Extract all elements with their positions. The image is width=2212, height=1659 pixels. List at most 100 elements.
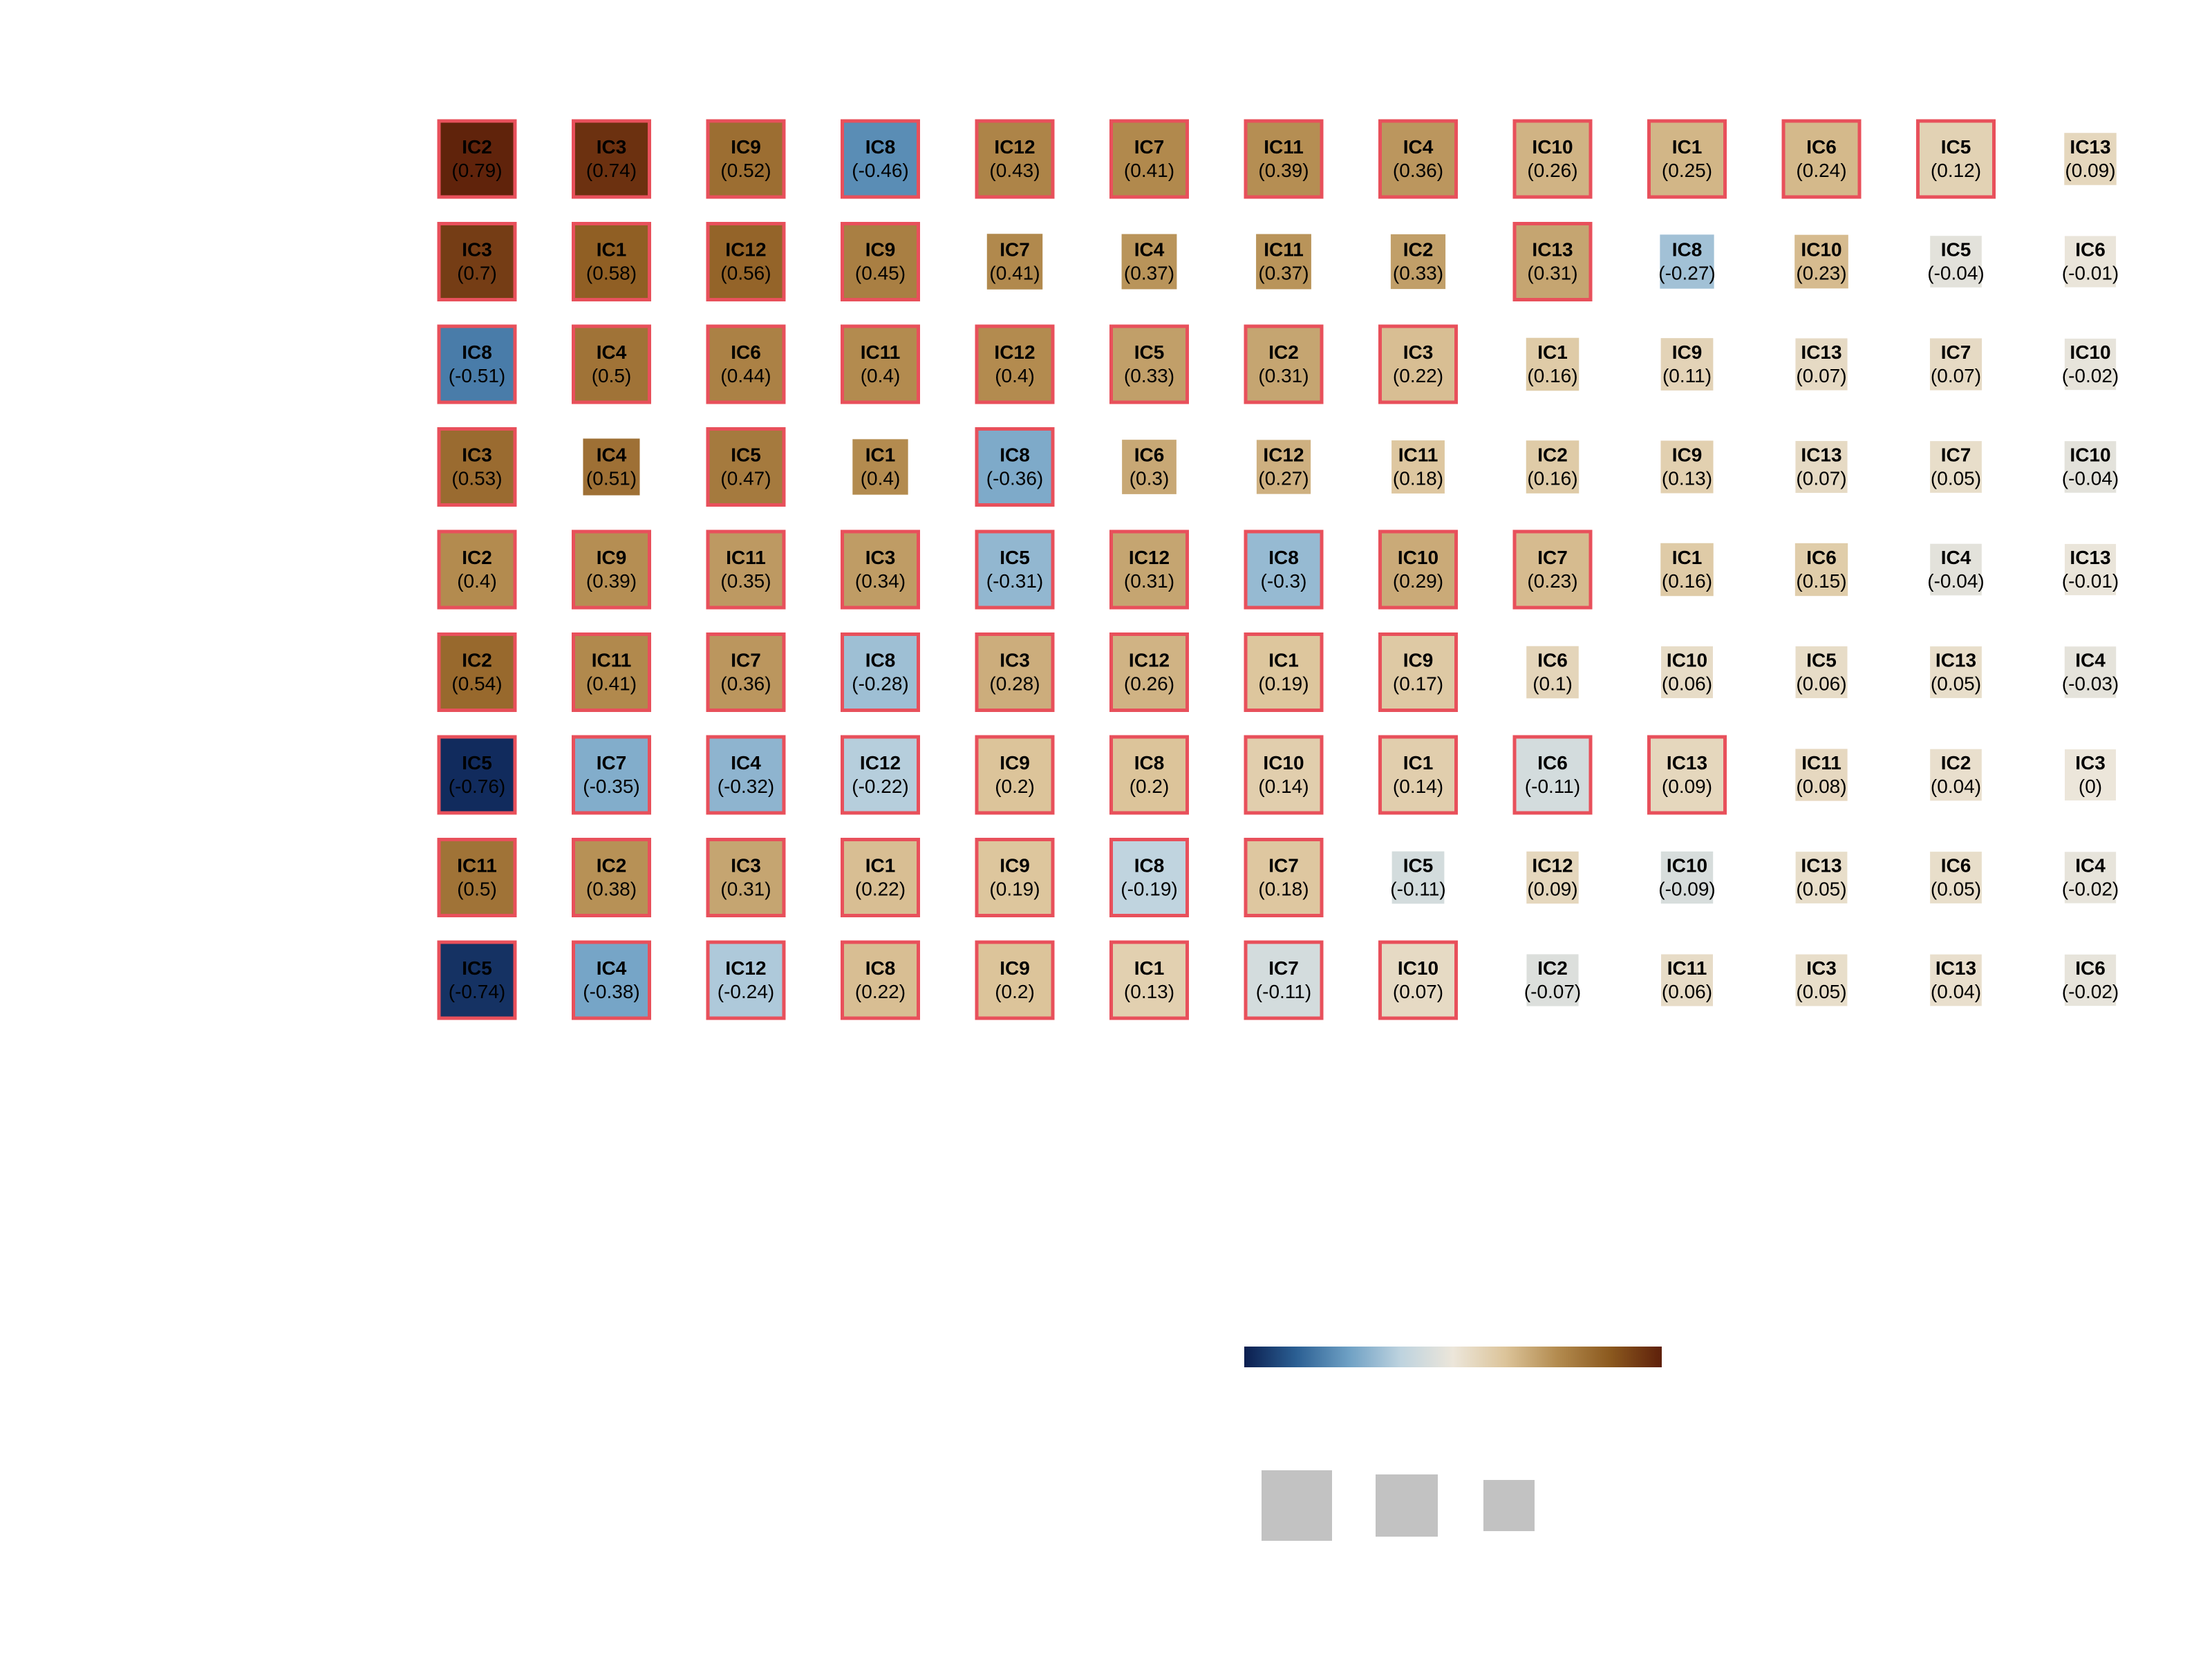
cell-tile <box>1929 338 1983 391</box>
heatmap-cell: IC10(0.26) <box>1512 119 1593 199</box>
cell-tile <box>1930 441 1982 493</box>
cell-ic-label: IC12 <box>1263 444 1304 466</box>
heatmap-cell: IC1(0.22) <box>841 838 920 917</box>
cell-ic-label: IC12 <box>725 239 766 261</box>
cell-tile <box>1244 940 1324 1020</box>
cell-tile <box>841 324 920 404</box>
heatmap-cell: IC12(0.4) <box>975 324 1055 404</box>
cell-value-label: (-0.24) <box>718 981 774 1002</box>
cell-value-label: (0.45) <box>855 263 906 284</box>
cell-ic-label: IC3 <box>1403 341 1434 363</box>
cell-tile <box>975 632 1055 712</box>
cell-value-label: (0.47) <box>720 468 771 489</box>
cell-value-label: (0.31) <box>720 879 771 900</box>
cell-tile <box>1244 838 1324 917</box>
cell-ic-label: IC13 <box>1936 650 1976 671</box>
heatmap-cell: IC12(0.27) <box>1256 440 1311 494</box>
cell-ic-label: IC1 <box>865 855 896 877</box>
cell-ic-label: IC1 <box>1403 752 1434 774</box>
cell-ic-label: IC2 <box>1537 444 1568 466</box>
cell-ic-label: IC11 <box>457 855 497 877</box>
cell-ic-label: IC10 <box>2070 341 2110 363</box>
heatmap-cell: IC6(0.3) <box>1122 440 1177 494</box>
cell-value-label: (0.31) <box>1124 570 1174 592</box>
cell-tile <box>1526 954 1579 1006</box>
cell-ic-label: IC4 <box>1134 239 1165 261</box>
cell-value-label: (0.34) <box>855 570 906 592</box>
cell-value-label: (0.14) <box>1393 776 1443 797</box>
heatmap-cell: IC1(0.4) <box>852 439 908 495</box>
cell-tile <box>706 735 786 815</box>
cell-value-label: (-0.03) <box>2062 673 2119 695</box>
heatmap-cell: IC2(0.33) <box>1390 234 1446 290</box>
cell-ic-label: IC12 <box>1129 650 1170 671</box>
colorbar <box>1244 1347 1662 1367</box>
cell-value-label: (-0.02) <box>2062 981 2119 1002</box>
cell-tile <box>1661 954 1713 1006</box>
cell-value-label: (-0.11) <box>1390 879 1445 900</box>
cell-value-label: (-0.04) <box>1927 263 1984 284</box>
cell-tile <box>1930 749 1982 801</box>
cell-ic-label: IC4 <box>2075 650 2106 671</box>
cell-tile <box>1660 440 1714 494</box>
cell-value-label: (0.56) <box>720 263 771 284</box>
heatmap-cell: IC2(0.04) <box>1930 749 1982 801</box>
cell-tile <box>1109 119 1189 199</box>
cell-value-label: (-0.3) <box>1261 570 1307 592</box>
cell-value-label: (0.58) <box>586 263 637 284</box>
cell-ic-label: IC13 <box>1801 341 1841 363</box>
cell-value-label: (0.41) <box>989 263 1040 284</box>
heatmap-cell: IC5(0.06) <box>1795 646 1848 698</box>
cell-tile <box>975 324 1055 404</box>
cell-value-label: (0.05) <box>1796 981 1846 1002</box>
heatmap-cell: IC6(0.24) <box>1781 119 1862 199</box>
cell-value-label: (-0.19) <box>1121 879 1177 900</box>
cell-ic-label: IC13 <box>1532 239 1573 261</box>
heatmap-row: IC5(-0.76) IC7(-0.35) IC4(-0.32) IC12(-0.22… <box>437 735 2116 815</box>
cell-value-label: (-0.07) <box>1524 981 1581 1002</box>
cell-tile <box>1378 940 1458 1020</box>
cell-value-label: (-0.02) <box>2062 879 2119 900</box>
cell-tile <box>2065 749 2116 800</box>
cell-ic-label: IC1 <box>1537 341 1568 363</box>
cell-tile <box>706 324 786 404</box>
heatmap-cell: IC10(0.07) <box>1378 940 1458 1020</box>
cell-value-label: (0.52) <box>720 160 771 181</box>
cell-value-label: (0.06) <box>1662 981 1712 1002</box>
cell-tile <box>1378 324 1458 404</box>
heatmap-cell: IC12(-0.22) <box>841 735 920 815</box>
cell-value-label: (-0.46) <box>852 160 908 181</box>
cell-tile <box>1109 632 1189 712</box>
cell-ic-label: IC12 <box>1532 855 1573 877</box>
heatmap-cell: IC11(0.39) <box>1244 119 1324 199</box>
cell-value-label: (0.35) <box>720 570 771 592</box>
cell-ic-label: IC13 <box>2070 136 2110 158</box>
heatmap-cell: IC7(-0.11) <box>1244 940 1324 1020</box>
heatmap-cell: IC5(0.47) <box>706 427 786 507</box>
cell-tile <box>1661 646 1713 698</box>
cell-tile <box>437 529 517 610</box>
cell-tile <box>1109 324 1189 404</box>
cell-tile <box>437 940 517 1020</box>
heatmap-cell: IC13(-0.01) <box>2062 543 2119 596</box>
cell-ic-label: IC8 <box>1000 444 1030 466</box>
heatmap-cell: IC9(0.17) <box>1378 632 1458 712</box>
cell-value-label: (0.3) <box>1130 468 1170 489</box>
heatmap-cell: IC11(0.37) <box>1256 234 1311 290</box>
cell-value-label: (0.33) <box>1393 263 1443 284</box>
heatmap-cell: IC5(-0.74) <box>437 940 517 1020</box>
cell-value-label: (0.33) <box>1124 365 1174 386</box>
cell-tile <box>975 529 1055 610</box>
cell-ic-label: IC11 <box>1667 957 1707 979</box>
cell-tile <box>1121 234 1177 290</box>
heatmap-cell: IC9(0.13) <box>1660 440 1714 494</box>
cell-tile <box>1795 440 1848 494</box>
cell-ic-label: IC6 <box>731 341 761 363</box>
cell-ic-label: IC9 <box>1000 752 1030 774</box>
heatmap-grid: IC2(0.79)IC3(0.74)IC9(0.52)IC8(-0.46)IC1… <box>437 119 2119 1020</box>
cell-value-label: (0.22) <box>855 879 906 900</box>
cell-ic-label: IC9 <box>865 239 896 261</box>
heatmap-cell: IC7(-0.35) <box>572 735 651 815</box>
heatmap-cell: IC2(0.38) <box>572 838 651 917</box>
heatmap-row: IC3(0.53)IC4(0.51)IC5(0.47)IC1(0.4)IC8(-… <box>437 427 2119 507</box>
